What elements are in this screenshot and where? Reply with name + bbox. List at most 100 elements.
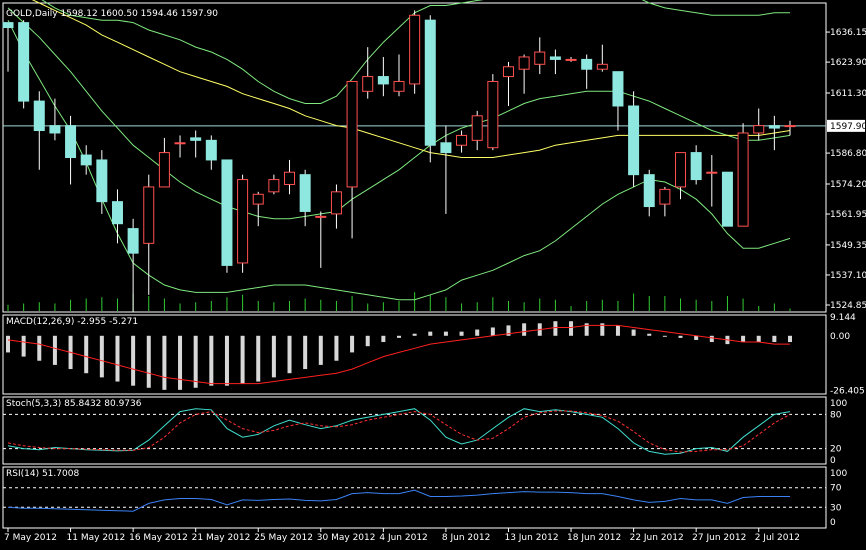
price-tick-label: 1611.30	[830, 89, 866, 99]
candle-bull	[315, 215, 327, 218]
date-tick-label: 7 May 2012	[4, 533, 57, 543]
bollinger-upper	[41, 0, 790, 104]
candle-bull	[659, 188, 671, 205]
macd-bar	[365, 335, 370, 347]
rsi-line	[7, 489, 790, 512]
macd-bar	[600, 323, 605, 336]
candle-bull	[471, 115, 483, 141]
candle-bull	[737, 132, 749, 227]
candle-bear	[299, 174, 311, 212]
macd-bar	[52, 335, 57, 365]
candle-bull	[675, 152, 687, 188]
macd-panel[interactable]	[6, 321, 792, 390]
candle-bear	[690, 152, 702, 181]
panel-frame-rsi	[2, 466, 827, 529]
macd-bar	[178, 335, 183, 390]
date-tick-label: 16 May 2012	[129, 533, 188, 543]
price-tick-label: 1537.10	[830, 271, 866, 281]
macd-bar	[522, 323, 527, 336]
candle-bull	[284, 171, 296, 185]
macd-bar	[271, 335, 276, 378]
rsi-tick-label: 30	[830, 503, 842, 513]
current-price-box	[827, 119, 865, 132]
price-panel[interactable]	[2, 0, 826, 312]
macd-bar	[584, 323, 589, 336]
stoch-header: Stoch(5,3,3) 85.8432 80.9736	[6, 399, 142, 409]
candle-bear	[643, 174, 655, 208]
panel-frame-macd	[2, 314, 827, 395]
macd-bar	[694, 335, 699, 340]
macd-bar	[209, 335, 214, 386]
rsi-tick-label: 70	[830, 484, 842, 494]
candle-bear	[96, 159, 108, 203]
price-tick-label: 1574.20	[830, 180, 866, 190]
macd-bar	[412, 333, 417, 336]
candle-bear	[127, 228, 139, 254]
macd-bar	[631, 329, 636, 336]
macd-bar	[741, 335, 746, 343]
macd-bar	[756, 335, 761, 343]
macd-bar	[256, 335, 261, 382]
candle-bull	[362, 76, 374, 92]
macd-bar	[162, 335, 167, 390]
panel-frames	[2, 2, 827, 529]
date-tick-label: 18 Jun 2012	[567, 533, 621, 543]
candle-bull	[753, 125, 765, 134]
candle-bull	[346, 80, 358, 188]
macd-bar	[709, 335, 714, 343]
macd-bar	[490, 327, 495, 336]
macd-bar	[131, 335, 136, 386]
candle-bear	[581, 58, 593, 70]
candle-bull	[596, 63, 608, 70]
candle-bull	[409, 14, 421, 85]
macd-bar	[287, 335, 292, 374]
macd-bar	[506, 325, 511, 336]
current-price-label: 1597.90	[830, 122, 866, 132]
candle-bull	[534, 51, 546, 65]
candle-bear	[205, 139, 217, 161]
candle-bull	[565, 58, 577, 61]
macd-bar	[99, 335, 104, 378]
price-tick-label: 1623.90	[830, 58, 866, 68]
macd-bar	[303, 335, 308, 370]
macd-bar	[21, 335, 26, 357]
date-tick-label: 25 May 2012	[254, 533, 313, 543]
stoch-tick-label: 100	[830, 399, 847, 409]
candle-bear	[377, 76, 389, 85]
macd-bar	[553, 321, 558, 336]
macd-bar	[788, 335, 792, 343]
candle-bear	[2, 22, 14, 29]
panel-frame-main	[2, 2, 827, 313]
rsi-tick-label: 0	[830, 518, 836, 528]
candle-bear	[628, 105, 640, 176]
rsi-tick-label: 100	[830, 469, 847, 479]
moving-average	[31, 0, 791, 158]
macd-signal-line	[7, 324, 790, 385]
date-tick-label: 21 May 2012	[192, 533, 251, 543]
macd-bar	[318, 335, 323, 365]
macd-tick-label: 0.00	[830, 332, 850, 342]
stoch-panel[interactable]	[3, 408, 826, 455]
macd-bar	[647, 333, 652, 336]
date-tick-label: 2 Jul 2012	[755, 533, 800, 543]
price-tick-label: 1636.15	[830, 28, 866, 38]
candle-bear	[424, 19, 436, 146]
macd-bar	[662, 335, 667, 337]
macd-bar	[428, 331, 433, 336]
candle-bear	[33, 100, 45, 132]
candle-bear	[80, 154, 92, 166]
candle-bull	[330, 191, 342, 215]
stoch-tick-label: 0	[830, 456, 836, 466]
rsi-panel[interactable]	[3, 487, 826, 512]
candle-bull	[706, 171, 718, 174]
macd-bar	[615, 325, 620, 336]
date-tick-label: 30 May 2012	[317, 533, 376, 543]
candle-bear	[549, 56, 561, 60]
candle-bear	[111, 201, 123, 225]
price-panel-header: GOLD,Daily 1598.12 1600.50 1594.46 1597.…	[6, 9, 218, 19]
candle-bull	[174, 142, 186, 145]
candle-bull	[252, 193, 264, 205]
candle-bear	[721, 171, 733, 227]
